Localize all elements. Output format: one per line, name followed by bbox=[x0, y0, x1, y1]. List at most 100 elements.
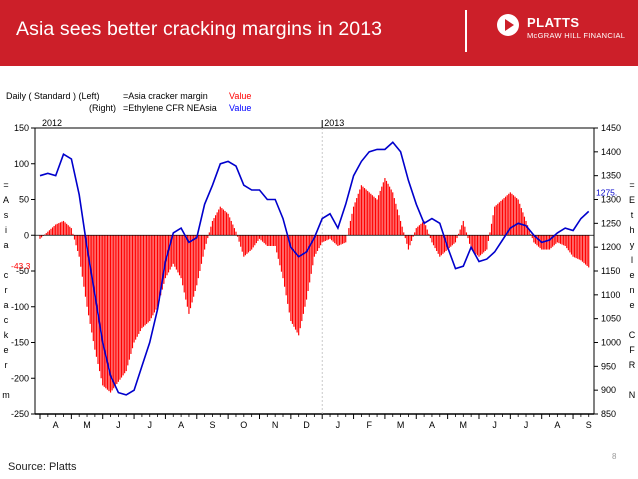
margin-bar bbox=[222, 209, 225, 236]
right-axis-label-char: N bbox=[629, 390, 636, 400]
margin-bar bbox=[89, 235, 91, 324]
margin-bar bbox=[276, 235, 278, 253]
source-note: Source: Platts bbox=[8, 461, 77, 473]
right-axis-ticks: 1450 1400 1350 1300 1250 1200 1150 1100 1050 1000… bbox=[594, 123, 621, 419]
margin-bar bbox=[304, 235, 306, 307]
x-month-label: J bbox=[336, 420, 341, 430]
margin-bar bbox=[51, 227, 54, 236]
left-axis-label-char: a bbox=[3, 240, 8, 250]
margin-bar bbox=[420, 223, 422, 236]
margin-bar bbox=[443, 235, 446, 253]
margin-bar bbox=[241, 235, 243, 252]
margin-bar bbox=[251, 235, 253, 250]
margin-bar bbox=[230, 220, 232, 236]
left-tick-label: -200 bbox=[11, 373, 29, 383]
margin-bar bbox=[227, 213, 229, 236]
right-tick-label: 900 bbox=[601, 385, 616, 395]
margin-bar bbox=[73, 235, 76, 240]
margin-bar bbox=[78, 235, 80, 257]
left-tick-label: -250 bbox=[11, 409, 29, 419]
margin-bar bbox=[414, 232, 416, 236]
year-label: 2012 bbox=[42, 118, 62, 128]
ethylene-price-line bbox=[39, 141, 590, 396]
margin-bar bbox=[569, 235, 571, 253]
margin-bar bbox=[61, 221, 63, 236]
margin-bar bbox=[252, 235, 254, 248]
margin-bar bbox=[437, 235, 439, 254]
left-tick-label: -150 bbox=[11, 338, 29, 348]
margin-bar bbox=[157, 235, 159, 307]
margin-bar bbox=[69, 226, 71, 236]
margin-bar bbox=[478, 235, 480, 257]
margin-bar bbox=[489, 232, 491, 236]
margin-bar bbox=[53, 225, 55, 236]
margin-bar bbox=[381, 186, 383, 236]
margin-bar bbox=[100, 235, 102, 379]
margin-bar bbox=[109, 235, 112, 393]
margin-bar bbox=[64, 222, 66, 236]
margin-bar bbox=[196, 235, 198, 286]
page-number: 8 bbox=[612, 452, 617, 461]
x-month-label: D bbox=[303, 420, 310, 430]
margin-bar bbox=[189, 235, 192, 309]
margin-bar bbox=[307, 235, 309, 292]
margin-bar bbox=[398, 215, 400, 236]
margin-bar bbox=[293, 235, 295, 327]
margin-bar bbox=[465, 232, 468, 236]
margin-bar bbox=[77, 235, 79, 251]
right-tick-label: 1300 bbox=[601, 195, 621, 205]
margin-bar bbox=[260, 235, 262, 241]
x-month-label: J bbox=[524, 420, 529, 430]
margin-bar bbox=[313, 235, 315, 257]
margin-bar bbox=[359, 189, 361, 236]
margin-bar bbox=[512, 195, 515, 236]
margin-bar bbox=[567, 235, 569, 251]
margin-bar bbox=[305, 235, 308, 300]
margin-bar bbox=[527, 225, 529, 236]
margin-bar bbox=[519, 203, 521, 236]
margin-bar bbox=[294, 235, 297, 330]
margin-bar bbox=[348, 228, 350, 236]
margin-bar bbox=[467, 235, 469, 239]
margin-bar bbox=[219, 206, 221, 236]
margin-bar bbox=[204, 235, 206, 250]
margin-bar bbox=[581, 235, 584, 262]
margin-bar bbox=[232, 224, 234, 236]
margin-bar bbox=[106, 235, 108, 390]
year-label: 2013 bbox=[324, 118, 344, 128]
margin-bar bbox=[497, 203, 499, 236]
margin-bar bbox=[285, 235, 287, 296]
margin-bar bbox=[83, 235, 85, 287]
margin-bar bbox=[564, 235, 566, 246]
margin-bar bbox=[451, 235, 453, 246]
margin-bar bbox=[404, 235, 406, 239]
margin-bar bbox=[323, 235, 325, 242]
margin-bar bbox=[337, 235, 339, 246]
margin-bar bbox=[537, 235, 540, 247]
margin-bar bbox=[174, 235, 176, 267]
margin-bar bbox=[266, 235, 268, 246]
margin-bar bbox=[525, 220, 527, 236]
margin-bar bbox=[340, 235, 342, 245]
margin-bar bbox=[486, 235, 488, 250]
chart-legend: Daily ( Standard ) (Left) =Asia cracker … bbox=[6, 91, 251, 113]
last-values: -43.3 1275. bbox=[11, 187, 617, 271]
margin-bar bbox=[528, 229, 530, 236]
margin-bar bbox=[481, 235, 483, 254]
margin-bar bbox=[335, 235, 337, 245]
margin-bar bbox=[45, 233, 47, 236]
margin-bar bbox=[487, 235, 489, 241]
margin-bar bbox=[97, 235, 99, 364]
margin-bar bbox=[125, 235, 127, 372]
margin-bar bbox=[412, 235, 414, 237]
margin-bar bbox=[324, 235, 326, 241]
margin-bar bbox=[368, 192, 370, 236]
left-axis-label-char: c bbox=[4, 270, 9, 280]
margin-bar bbox=[218, 209, 220, 236]
margin-bar bbox=[146, 235, 148, 324]
margin-bar bbox=[476, 235, 478, 256]
margin-bar bbox=[158, 235, 160, 302]
margin-bar bbox=[403, 232, 405, 236]
margin-bar bbox=[530, 233, 532, 236]
margin-bar bbox=[320, 235, 322, 246]
